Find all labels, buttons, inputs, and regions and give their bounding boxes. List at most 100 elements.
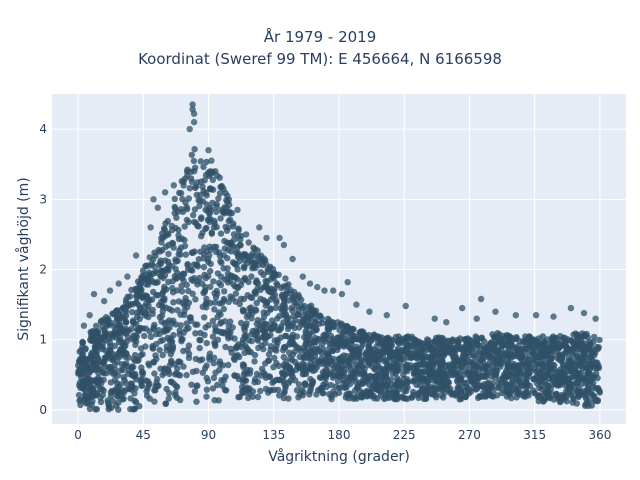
data-point: [170, 332, 177, 339]
data-point-outlier: [124, 273, 131, 280]
data-point: [139, 325, 147, 332]
data-point: [238, 383, 246, 391]
data-point-outlier: [243, 231, 250, 238]
data-point: [168, 307, 176, 314]
data-point: [205, 258, 212, 266]
data-point: [191, 388, 199, 395]
data-point: [156, 314, 163, 321]
data-point: [350, 373, 357, 381]
y-axis-label: Signifikant våghöjd (m): [15, 177, 32, 340]
data-point: [270, 324, 278, 331]
data-point: [227, 216, 234, 224]
data-point: [557, 332, 564, 340]
data-point: [293, 333, 301, 340]
data-point: [563, 398, 570, 405]
data-point: [192, 183, 200, 190]
data-point-outlier: [143, 262, 150, 270]
data-point: [149, 277, 156, 285]
data-point: [411, 353, 418, 361]
data-point: [272, 304, 279, 311]
data-point: [121, 315, 128, 322]
data-point-outlier: [234, 206, 241, 214]
data-point: [171, 203, 178, 211]
data-point: [244, 366, 251, 374]
data-point: [482, 365, 489, 372]
data-point: [252, 307, 260, 314]
data-point: [499, 374, 507, 381]
data-point: [91, 391, 99, 399]
data-point: [185, 354, 193, 361]
data-point: [589, 383, 597, 391]
data-point: [549, 340, 556, 348]
data-point-outlier: [459, 304, 466, 312]
data-point: [458, 376, 465, 383]
data-point: [76, 348, 83, 355]
data-point: [331, 323, 338, 330]
data-point: [437, 361, 445, 368]
data-point: [588, 354, 595, 361]
data-point: [578, 354, 585, 361]
data-point: [233, 249, 240, 256]
data-point: [160, 274, 167, 282]
data-point: [404, 340, 411, 348]
data-point: [270, 270, 278, 278]
data-point: [560, 364, 568, 372]
data-point: [522, 379, 529, 386]
data-point: [260, 309, 267, 316]
data-point: [230, 355, 238, 362]
data-point: [180, 277, 187, 284]
data-point: [357, 356, 364, 364]
data-point: [539, 365, 546, 372]
data-point: [225, 361, 232, 369]
data-point: [516, 376, 523, 383]
data-point: [251, 351, 259, 359]
data-point: [240, 263, 248, 270]
data-point: [515, 361, 522, 369]
data-point: [271, 386, 278, 393]
data-point: [201, 271, 208, 278]
data-point: [240, 371, 248, 378]
data-point: [111, 328, 118, 336]
data-point: [138, 382, 145, 390]
data-point: [319, 389, 327, 397]
data-point: [217, 230, 225, 237]
data-point: [90, 366, 97, 374]
y-tick-label: 1: [39, 333, 47, 347]
data-point: [207, 283, 214, 290]
data-point: [280, 306, 287, 314]
data-point: [167, 378, 174, 385]
data-point: [304, 345, 311, 352]
data-point: [218, 319, 225, 326]
data-point: [583, 330, 590, 338]
data-point: [236, 257, 243, 265]
data-point: [524, 355, 532, 362]
x-axis-label: Vågriktning (grader): [268, 448, 410, 465]
data-point: [250, 244, 257, 251]
x-tick-label: 180: [328, 428, 351, 442]
data-point: [178, 288, 186, 295]
data-point: [93, 406, 101, 413]
data-point: [223, 227, 231, 234]
data-point: [178, 282, 185, 289]
data-point: [291, 324, 298, 331]
data-point: [334, 334, 341, 341]
data-point: [511, 351, 518, 359]
data-point: [108, 387, 115, 395]
data-point: [227, 239, 235, 246]
data-point: [192, 219, 200, 227]
data-point: [540, 348, 548, 355]
data-point: [200, 255, 207, 262]
data-point-outlier: [150, 196, 157, 203]
data-point: [231, 335, 238, 342]
data-point: [301, 380, 309, 387]
data-point: [340, 357, 348, 364]
data-point: [193, 191, 200, 198]
data-point: [177, 251, 184, 258]
data-point: [185, 195, 192, 202]
data-point: [140, 293, 147, 300]
data-point: [194, 321, 201, 328]
data-point: [262, 257, 269, 264]
data-point: [124, 370, 132, 377]
data-point: [171, 209, 178, 217]
data-point: [201, 314, 208, 321]
